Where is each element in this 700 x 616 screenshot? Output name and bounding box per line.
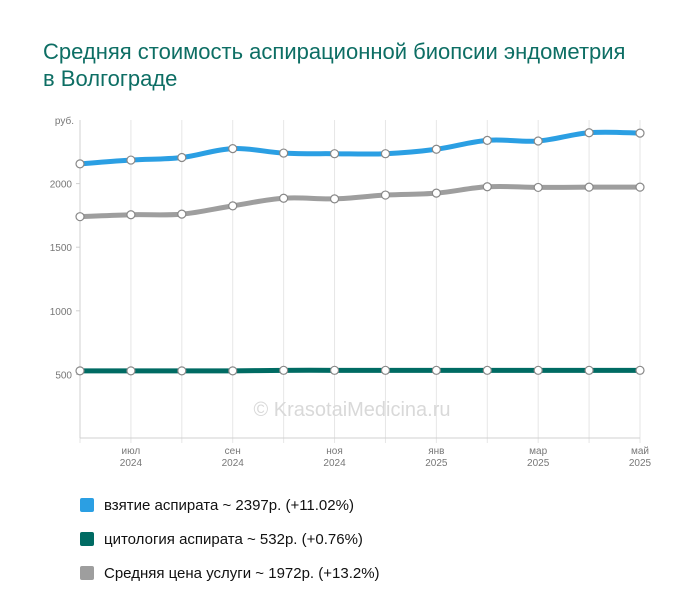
x-tick-label: 2024 xyxy=(323,458,346,469)
legend-swatch xyxy=(80,566,94,580)
legend-label: взятие аспирата ~ 2397р. (+11.02%) xyxy=(104,496,354,514)
data-point xyxy=(431,365,441,375)
data-point xyxy=(126,366,136,376)
series xyxy=(75,128,645,169)
data-point xyxy=(177,366,187,376)
data-point xyxy=(228,366,238,376)
x-tick-label: 2025 xyxy=(629,458,652,469)
data-point xyxy=(533,136,543,146)
x-tick-label: май xyxy=(631,446,649,457)
x-tick-label: 2024 xyxy=(120,458,143,469)
data-point xyxy=(329,149,340,159)
x-tick-label: мар xyxy=(529,446,547,457)
data-point xyxy=(482,365,492,375)
legend-label: цитология аспирата ~ 532р. (+0.76%) xyxy=(104,530,363,548)
data-point xyxy=(635,182,645,192)
data-point xyxy=(126,155,136,165)
legend-label: Средняя цена услуги ~ 1972р. (+13.2%) xyxy=(104,564,380,582)
data-point xyxy=(482,135,492,145)
series-line xyxy=(77,367,643,374)
data-point xyxy=(380,190,391,200)
data-point xyxy=(126,210,136,220)
x-tick-label: сен xyxy=(225,446,241,457)
watermark: © KrasotaiMedicina.ru xyxy=(253,399,450,421)
data-point xyxy=(279,193,289,203)
data-point xyxy=(279,148,289,158)
data-point xyxy=(635,128,645,138)
series xyxy=(75,365,645,376)
x-tick-label: 2025 xyxy=(527,458,550,469)
x-tick-label: ноя xyxy=(326,446,343,457)
chart-title: Средняя стоимость аспирационной биопсии … xyxy=(43,39,626,91)
y-axis-unit: руб. xyxy=(55,115,74,127)
data-point xyxy=(228,201,238,211)
data-point xyxy=(177,152,187,163)
data-point xyxy=(584,182,594,192)
data-point xyxy=(635,365,645,375)
series xyxy=(75,182,645,222)
data-point xyxy=(329,365,340,375)
legend-swatch xyxy=(80,498,94,512)
x-tick-label: 2025 xyxy=(425,458,448,469)
data-point xyxy=(329,194,340,204)
y-tick-label: 1500 xyxy=(50,243,73,254)
series-line xyxy=(77,183,643,220)
data-point xyxy=(380,365,391,375)
data-point xyxy=(533,365,543,375)
data-point xyxy=(482,182,492,192)
legend-item-cytology[interactable]: цитология аспирата ~ 532р. (+0.76%) xyxy=(80,522,380,556)
x-tick-label: 2024 xyxy=(222,458,245,469)
y-tick-label: 2000 xyxy=(50,180,73,191)
data-point xyxy=(75,366,85,376)
data-point xyxy=(75,159,85,169)
y-tick-label: 1000 xyxy=(50,307,73,318)
data-point xyxy=(279,365,289,375)
data-point xyxy=(431,144,441,154)
grid xyxy=(79,120,641,443)
data-point xyxy=(431,188,441,198)
data-point xyxy=(228,144,238,154)
chart-legend: взятие аспирата ~ 2397р. (+11.02%) цитол… xyxy=(80,488,380,590)
data-point xyxy=(584,128,594,138)
data-point xyxy=(75,212,85,222)
x-tick-label: янв xyxy=(428,446,444,457)
legend-item-average[interactable]: Средняя цена услуги ~ 1972р. (+13.2%) xyxy=(80,556,380,590)
legend-item-aspiration[interactable]: взятие аспирата ~ 2397р. (+11.02%) xyxy=(80,488,380,522)
line-chart: руб.500100015002000июл2024сен2024ноя2024… xyxy=(50,115,652,469)
y-tick-label: 500 xyxy=(55,370,72,381)
data-point xyxy=(177,209,187,219)
legend-swatch xyxy=(80,532,94,546)
x-tick-label: июл xyxy=(122,446,141,457)
data-point xyxy=(533,182,543,193)
series-line xyxy=(77,129,643,167)
data-point xyxy=(584,365,594,375)
data-point xyxy=(380,149,391,159)
